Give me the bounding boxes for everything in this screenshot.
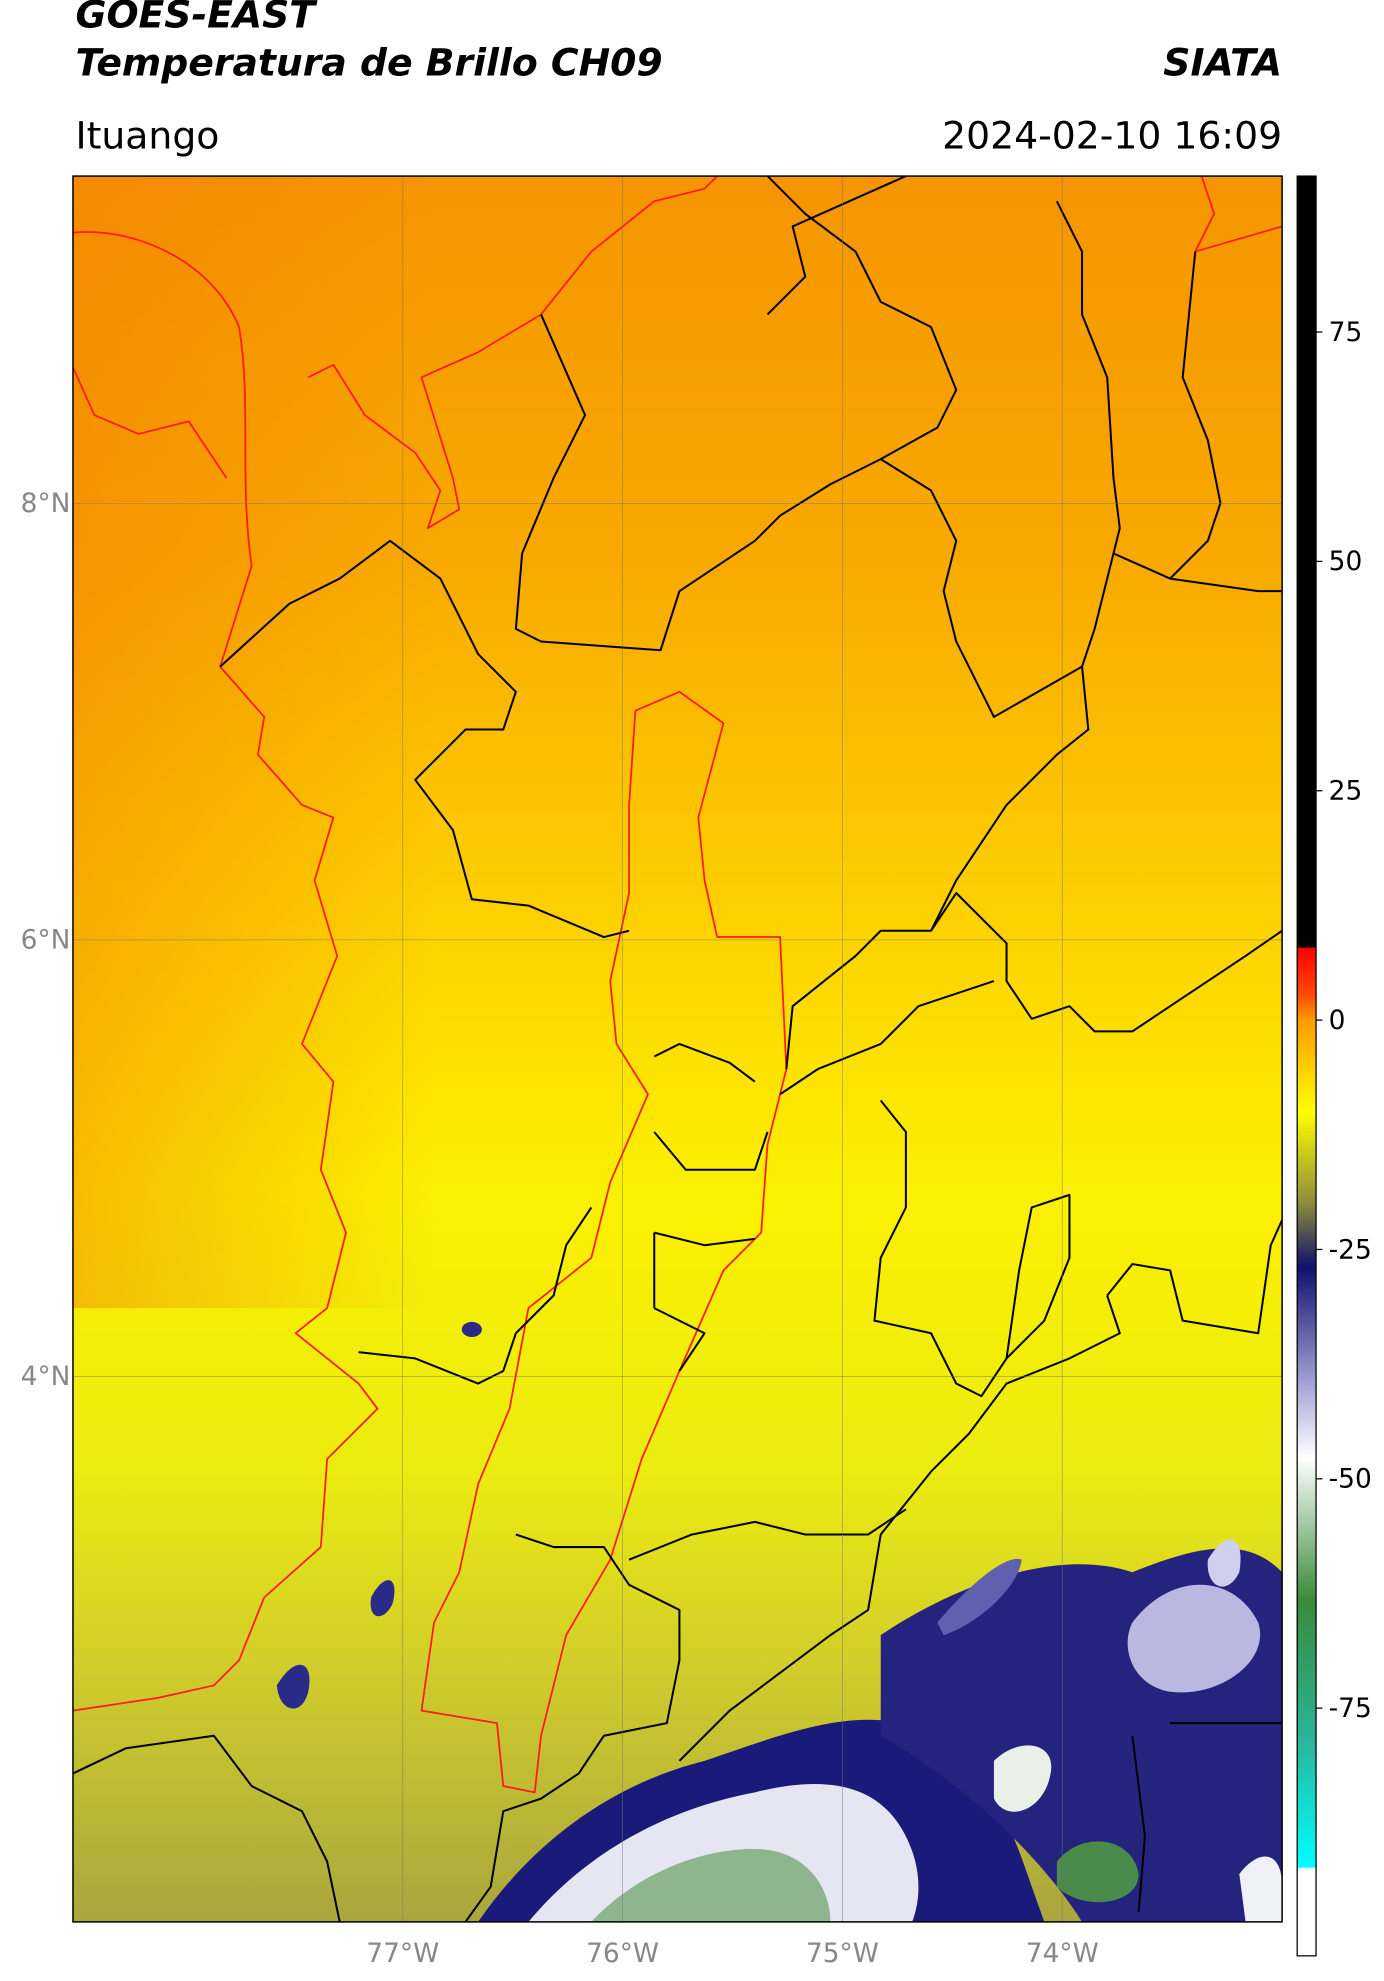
graticule xyxy=(72,176,1283,1922)
colorbar-tick-label: 25 xyxy=(1329,776,1363,807)
colorbar-tick-label: 75 xyxy=(1329,317,1363,348)
lat-tick-label: 4°N xyxy=(21,1361,71,1392)
lat-tick-label: 8°N xyxy=(21,488,71,519)
colorbar-tick-label: -50 xyxy=(1329,1464,1372,1495)
brand: SIATA xyxy=(1163,40,1282,84)
lon-tick-label: 76°W xyxy=(586,1938,659,1969)
title: GOES-EAST xyxy=(75,0,318,37)
axis-labels: 77°W 76°W 75°W 74°W 8°N 6°N 4°N 75 50 25 0 -25 -50 -7… xyxy=(21,317,1372,1969)
lon-tick-label: 77°W xyxy=(366,1938,439,1969)
timestamp: 2024-02-10 16:09 xyxy=(942,113,1282,157)
colorbar-tick-label: -25 xyxy=(1329,1234,1372,1265)
map-frame xyxy=(72,175,1283,1923)
imagery xyxy=(72,176,1283,1309)
lat-tick-label: 6°N xyxy=(21,925,71,956)
coastline xyxy=(72,176,1283,1794)
borders xyxy=(72,176,1283,1922)
colorbar xyxy=(1296,175,1317,1957)
colorbar-tick-label: 0 xyxy=(1329,1005,1346,1036)
colorbar-tick-label: 50 xyxy=(1329,546,1363,577)
location: Ituango xyxy=(75,113,219,157)
subtitle: Temperatura de Brillo CH09 xyxy=(75,40,662,84)
map xyxy=(72,176,1283,1922)
cloud-tops xyxy=(276,1321,1283,1922)
lon-tick-label: 75°W xyxy=(806,1938,879,1969)
lon-tick-label: 74°W xyxy=(1026,1938,1099,1969)
colorbar-tick-label: -75 xyxy=(1329,1693,1372,1724)
